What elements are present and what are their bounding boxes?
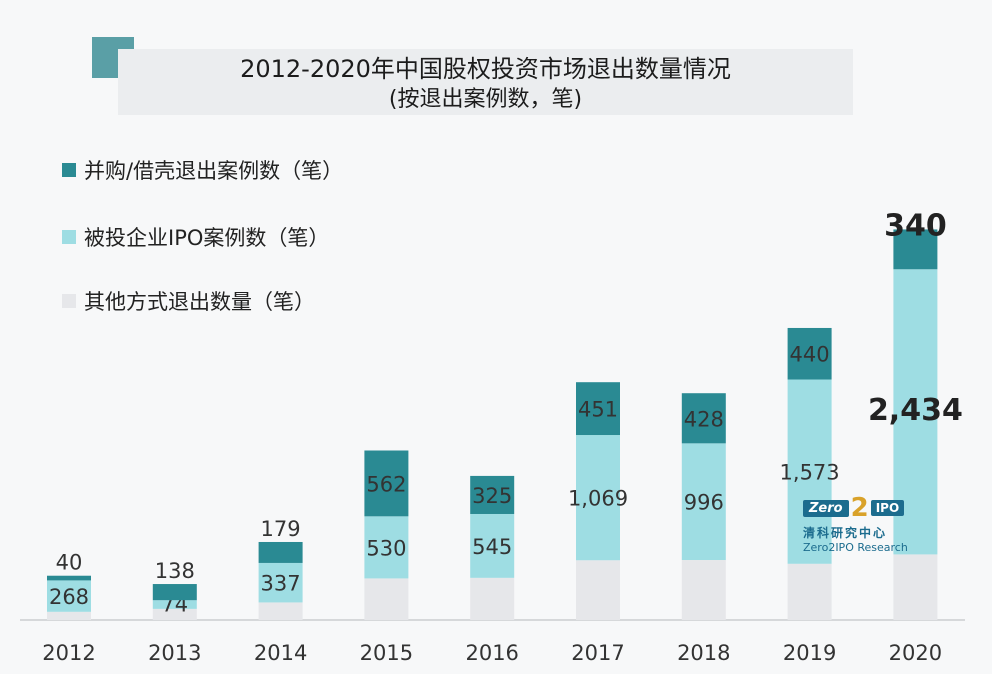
bar-other-2015 bbox=[364, 578, 409, 620]
value-label-ma-2020: 340 bbox=[884, 208, 947, 243]
bar-other-2019 bbox=[787, 563, 832, 620]
x-tick-label-2019: 2019 bbox=[783, 641, 836, 665]
legend-label-other: 其他方式退出数量（笔） bbox=[84, 290, 315, 314]
logo-two: 2 bbox=[850, 493, 869, 523]
bar-other-2014 bbox=[258, 602, 303, 620]
bar-ipo-2014 bbox=[258, 562, 303, 603]
value-label-ipo-2015: 530 bbox=[366, 536, 406, 560]
bar-other-2017 bbox=[576, 560, 620, 620]
legend-label-ipo: 被投企业IPO案例数（笔） bbox=[84, 226, 330, 250]
bar-other-2016 bbox=[470, 577, 515, 620]
legend-item-ipo: 被投企业IPO案例数（笔） bbox=[62, 222, 329, 252]
bar-ipo-2012 bbox=[47, 580, 91, 612]
bar-other-2012 bbox=[47, 611, 91, 620]
x-tick-label-2013: 2013 bbox=[148, 641, 201, 665]
bar-other-2013 bbox=[152, 608, 197, 620]
value-label-ipo-2018: 996 bbox=[684, 491, 724, 515]
bar-ipo-2018 bbox=[681, 443, 726, 561]
legend-swatch-other bbox=[62, 294, 76, 308]
bar-other-2020 bbox=[893, 554, 938, 620]
chart-title: 2012-2020年中国股权投资市场退出数量情况 bbox=[240, 55, 731, 83]
bar-ipo-2019 bbox=[787, 379, 832, 564]
x-tick-label-2015: 2015 bbox=[360, 641, 413, 665]
value-label-ma-2016: 325 bbox=[472, 484, 512, 508]
value-label-ipo-2016: 545 bbox=[472, 535, 512, 559]
x-tick-label-2018: 2018 bbox=[677, 641, 730, 665]
value-label-ma-2018: 428 bbox=[684, 407, 724, 431]
bar-ipo-2017 bbox=[576, 435, 620, 561]
value-label-ma-2017: 451 bbox=[578, 398, 618, 422]
value-label-ipo-2019: 1,573 bbox=[780, 461, 840, 485]
bar-ma-2013 bbox=[152, 584, 197, 601]
bar-ma-2019 bbox=[787, 327, 832, 380]
legend-item-other: 其他方式退出数量（笔） bbox=[62, 286, 315, 316]
value-label-ma-2015: 562 bbox=[366, 472, 406, 496]
bar-other-2018 bbox=[681, 560, 726, 620]
value-label-ma-2014: 179 bbox=[261, 517, 301, 541]
bar-ma-2015 bbox=[364, 450, 409, 517]
x-tick-label-2012: 2012 bbox=[42, 641, 95, 665]
value-label-ma-2013: 138 bbox=[155, 559, 195, 583]
value-label-ipo-2017: 1,069 bbox=[568, 487, 628, 511]
title-band bbox=[118, 49, 853, 115]
value-label-ipo-2014: 337 bbox=[261, 572, 301, 596]
bar-ipo-2015 bbox=[364, 516, 409, 579]
logo-zero: Zero bbox=[803, 499, 849, 517]
zero2ipo-logo: Zero 2 IPO 清科研究中心 Zero2IPO Research bbox=[803, 493, 923, 554]
x-tick-label-2020: 2020 bbox=[889, 641, 942, 665]
value-label-ipo-2012: 268 bbox=[49, 585, 89, 609]
legend-label-ma: 并购/借壳退出案例数（笔） bbox=[84, 159, 344, 183]
bar-ma-2020 bbox=[893, 229, 938, 270]
logo-cn: 清科研究中心 bbox=[803, 526, 888, 540]
chart-subtitle: (按退出案例数，笔) bbox=[388, 87, 583, 112]
legend-swatch-ma bbox=[62, 163, 76, 177]
bar-ipo-2013 bbox=[152, 600, 197, 609]
x-tick-label-2014: 2014 bbox=[254, 641, 307, 665]
legend-swatch-ipo bbox=[62, 230, 76, 244]
bar-ma-2018 bbox=[681, 393, 726, 444]
bar-ma-2017 bbox=[576, 382, 620, 436]
x-tick-label-2016: 2016 bbox=[465, 641, 518, 665]
bar-ma-2016 bbox=[470, 475, 515, 514]
legend-item-ma: 并购/借壳退出案例数（笔） bbox=[62, 155, 343, 185]
bar-ipo-2016 bbox=[470, 513, 515, 578]
x-tick-label-2017: 2017 bbox=[571, 641, 624, 665]
value-label-ipo-2020: 2,434 bbox=[868, 393, 963, 428]
logo-en: Zero2IPO Research bbox=[803, 541, 908, 554]
bar-ma-2012 bbox=[47, 575, 91, 581]
logo-ipo: IPO bbox=[870, 500, 905, 516]
value-label-ma-2012: 40 bbox=[56, 551, 83, 575]
bar-ma-2014 bbox=[258, 541, 303, 563]
value-label-ma-2019: 440 bbox=[790, 343, 830, 367]
